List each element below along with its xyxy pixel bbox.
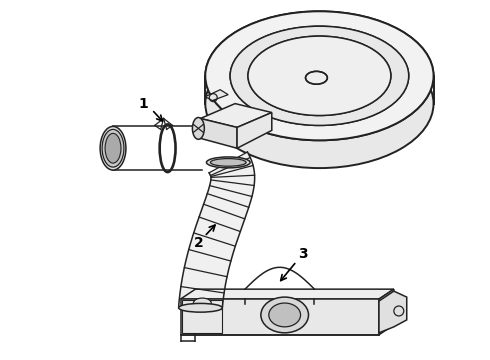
Ellipse shape [269, 303, 300, 327]
Polygon shape [179, 152, 255, 310]
Polygon shape [180, 299, 379, 335]
Ellipse shape [210, 159, 246, 166]
Ellipse shape [179, 303, 222, 312]
Ellipse shape [205, 11, 434, 140]
Text: 3: 3 [298, 247, 307, 261]
Ellipse shape [261, 297, 309, 333]
Ellipse shape [205, 11, 434, 140]
Ellipse shape [194, 298, 211, 308]
Ellipse shape [205, 39, 434, 168]
Polygon shape [237, 113, 272, 148]
Ellipse shape [102, 129, 124, 167]
Ellipse shape [206, 157, 250, 168]
Text: 1: 1 [139, 96, 148, 111]
Polygon shape [200, 104, 272, 127]
Polygon shape [180, 289, 394, 299]
Ellipse shape [230, 26, 409, 125]
Ellipse shape [230, 26, 409, 125]
Ellipse shape [248, 36, 391, 116]
Polygon shape [379, 291, 407, 333]
Ellipse shape [193, 117, 204, 139]
Polygon shape [200, 118, 237, 148]
Ellipse shape [100, 126, 126, 170]
Ellipse shape [248, 36, 391, 116]
Polygon shape [205, 90, 228, 100]
Polygon shape [379, 289, 394, 335]
Ellipse shape [105, 133, 121, 163]
Text: 2: 2 [194, 235, 203, 249]
